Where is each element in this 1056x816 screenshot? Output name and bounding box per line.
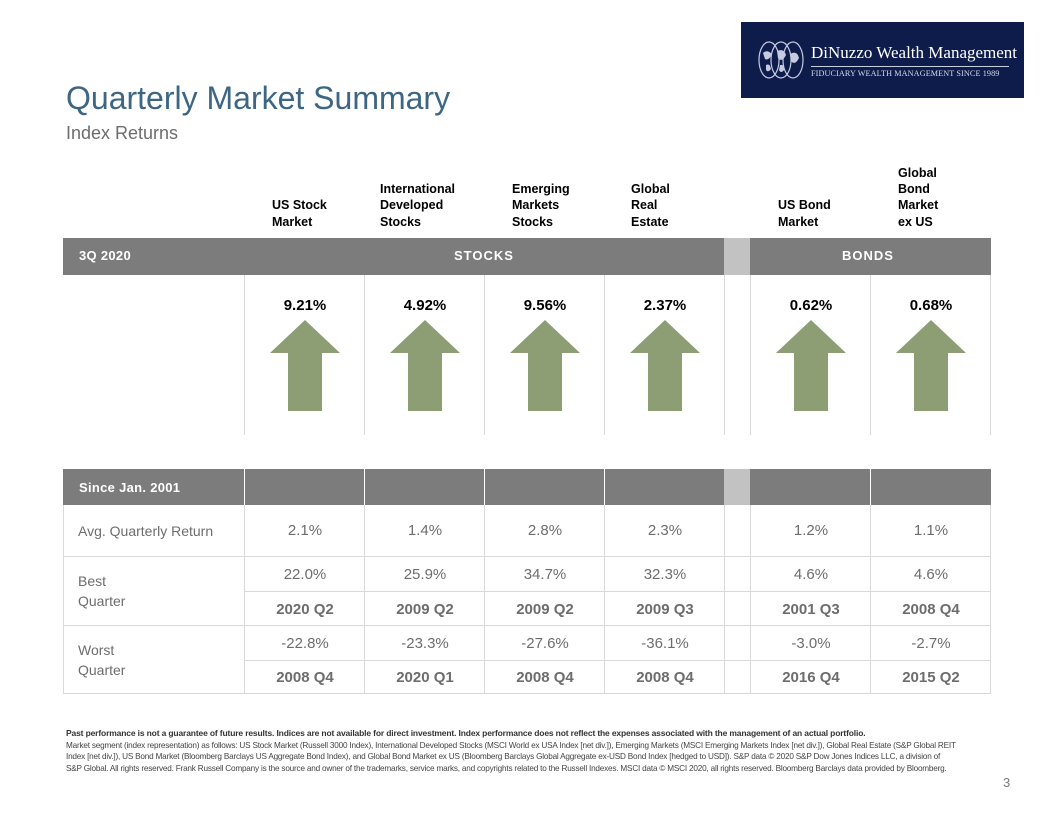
grid-line	[484, 505, 485, 694]
band-separator	[484, 469, 485, 505]
worst-quarter-global-real-estate: 2008 Q4	[636, 669, 694, 686]
column-header-intl-developed: International Developed Stocks	[380, 182, 456, 229]
logo-company-name: DiNuzzo Wealth Management	[811, 43, 1018, 62]
best-return-us-bond: 4.6%	[793, 566, 829, 583]
grid-line	[870, 275, 871, 435]
row-divider	[63, 556, 991, 557]
page-number: 3	[1003, 775, 1011, 790]
page-title: Quarterly Market Summary	[66, 80, 451, 116]
page-subtitle: Index Returns	[66, 123, 179, 143]
grid-line	[990, 505, 991, 694]
worst-return-intl-developed: -23.3%	[401, 635, 449, 652]
worst-return-us-bond: -3.0%	[791, 635, 831, 652]
worst-return-global-bond: -2.7%	[911, 635, 951, 652]
avg-return-global-bond: 1.1%	[913, 522, 949, 539]
worst-return-emerging: -27.6%	[521, 635, 569, 652]
quarter-return-global-real-estate: 2.37%	[643, 297, 687, 314]
logo-tagline: FIDUCIARY WEALTH MANAGEMENT SINCE 1989	[811, 69, 1000, 78]
best-return-global-bond: 4.6%	[913, 566, 949, 583]
worst-quarter-global-bond: 2015 Q2	[902, 669, 960, 686]
grid-line	[244, 505, 245, 694]
grid-line	[724, 505, 725, 694]
avg-return-global-real-estate: 2.3%	[647, 522, 683, 539]
grid-line	[750, 275, 751, 435]
best-quarter-intl-developed: 2009 Q2	[396, 601, 454, 618]
worst-return-us-stock: -22.8%	[281, 635, 329, 652]
row-divider	[244, 660, 991, 661]
grid-line	[364, 505, 365, 694]
quarter-return-us-bond: 0.62%	[789, 297, 833, 314]
best-quarter-label: Best Quarter	[78, 573, 126, 609]
up-arrow-icon	[630, 320, 700, 411]
period-label: 3Q 2020	[79, 248, 131, 263]
column-header-us-bond: US Bond Market	[778, 198, 831, 229]
grid-line	[244, 275, 245, 435]
grid-line	[870, 505, 871, 694]
avg-return-emerging: 2.8%	[527, 522, 563, 539]
up-arrow-icon	[510, 320, 580, 411]
band-spacer	[724, 238, 750, 275]
avg-return-us-stock: 2.1%	[287, 522, 323, 539]
band-separator	[870, 469, 871, 505]
up-arrow-icon	[776, 320, 846, 411]
disclaimer-headline: Past performance is not a guarantee of f…	[66, 728, 866, 738]
globe-emblem-icon	[758, 41, 804, 79]
avg-return-label: Avg. Quarterly Return	[78, 523, 214, 539]
up-arrow-icon	[896, 320, 966, 411]
worst-quarter-intl-developed: 2020 Q1	[396, 669, 454, 686]
logo-divider	[811, 66, 1009, 67]
row-divider	[63, 693, 991, 694]
grid-line	[63, 505, 64, 694]
since-header-band	[63, 469, 991, 505]
grid-line	[990, 275, 991, 435]
best-quarter-global-bond: 2008 Q4	[902, 601, 960, 618]
column-header-us-stock: US Stock Market	[272, 198, 327, 229]
bonds-label: BONDS	[842, 248, 894, 263]
band-separator	[364, 469, 365, 505]
grid-line	[484, 275, 485, 435]
quarter-return-global-bond: 0.68%	[909, 297, 953, 314]
since-label: Since Jan. 2001	[79, 480, 181, 495]
worst-return-global-real-estate: -36.1%	[641, 635, 689, 652]
worst-quarter-us-stock: 2008 Q4	[276, 669, 334, 686]
best-quarter-us-stock: 2020 Q2	[276, 601, 334, 618]
up-arrow-icon	[390, 320, 460, 411]
worst-quarter-us-bond: 2016 Q4	[782, 669, 840, 686]
stocks-label: STOCKS	[454, 248, 514, 263]
best-quarter-emerging: 2009 Q2	[516, 601, 574, 618]
grid-line	[724, 275, 725, 435]
best-return-global-real-estate: 32.3%	[643, 566, 687, 583]
worst-quarter-label: Worst Quarter	[78, 642, 126, 678]
quarter-return-intl-developed: 4.92%	[403, 297, 447, 314]
band-separator	[244, 469, 245, 505]
avg-return-us-bond: 1.2%	[793, 522, 829, 539]
row-divider	[63, 625, 991, 626]
best-return-intl-developed: 25.9%	[403, 566, 447, 583]
quarter-return-emerging: 9.56%	[523, 297, 567, 314]
grid-line	[604, 505, 605, 694]
best-return-us-stock: 22.0%	[283, 566, 327, 583]
best-quarter-global-real-estate: 2009 Q3	[636, 601, 694, 618]
column-header-emerging: Emerging Markets Stocks	[512, 182, 570, 229]
best-return-emerging: 34.7%	[523, 566, 567, 583]
avg-return-intl-developed: 1.4%	[407, 522, 443, 539]
row-divider	[244, 591, 991, 592]
column-header-global-bond: Global Bond Market ex US	[898, 165, 939, 229]
grid-line	[750, 505, 751, 694]
band-separator	[604, 469, 605, 505]
company-logo: DiNuzzo Wealth Management FIDUCIARY WEAL…	[741, 22, 1024, 98]
grid-line	[604, 275, 605, 435]
up-arrow-icon	[270, 320, 340, 411]
grid-line	[364, 275, 365, 435]
quarter-header-band	[63, 238, 991, 275]
disclaimer-text: Market segment (index representation) as…	[66, 741, 956, 773]
best-quarter-us-bond: 2001 Q3	[782, 601, 840, 618]
band-spacer	[724, 469, 750, 505]
worst-quarter-emerging: 2008 Q4	[516, 669, 574, 686]
quarter-return-us-stock: 9.21%	[283, 297, 327, 314]
column-header-global-real-estate: Global Real Estate	[631, 182, 670, 229]
